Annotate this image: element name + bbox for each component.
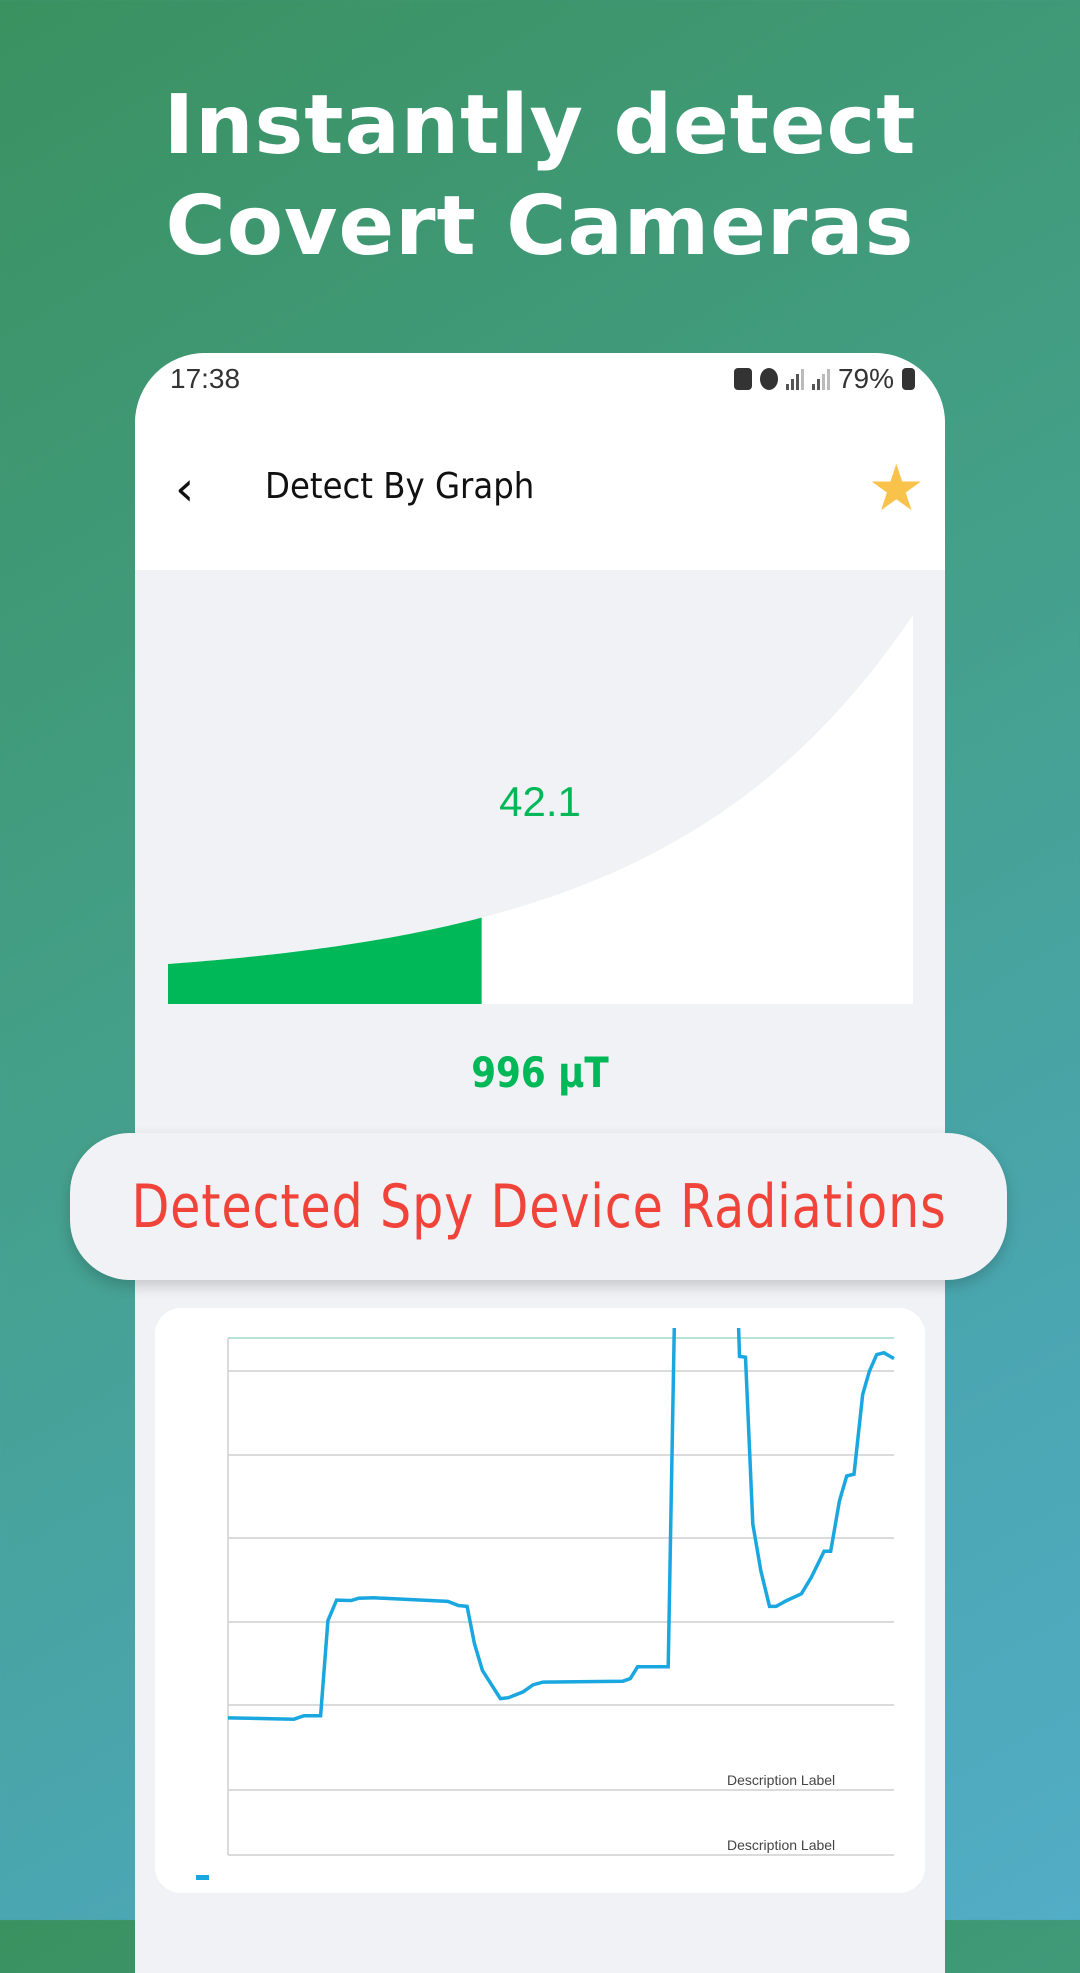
promo-headline-line2: Covert Cameras [165, 179, 915, 274]
signal-icon [811, 368, 830, 390]
app-header: 17:38 79% ‹ Detect By Graph ★ [135, 353, 945, 570]
line-chart: Description Label Description Label [196, 1328, 895, 1880]
status-icons: 79% [733, 363, 915, 395]
battery-icon [902, 368, 915, 390]
gauge [168, 615, 913, 1004]
page-title: Detect By Graph [265, 466, 535, 507]
banner-text: Detected Spy Device Radiations [130, 1171, 947, 1242]
description-label-secondary: Description Label [727, 1837, 835, 1853]
gauge-track [168, 615, 913, 1004]
signal-icon [785, 368, 804, 390]
gauge-value: 42.1 [499, 778, 581, 825]
series-line-secondary [228, 1358, 894, 1784]
magnetic-reading: 996 µT [471, 1048, 609, 1097]
chart-card: Description Label Description Label [155, 1308, 925, 1893]
star-icon: ★ [867, 452, 925, 524]
legend-swatch [196, 1875, 209, 1880]
promo-headline-line1: Instantly detect [163, 78, 917, 173]
description-label: Description Label [727, 1772, 835, 1788]
series-line [228, 1328, 895, 1721]
detection-banner: Detected Spy Device Radiations [70, 1133, 1007, 1280]
back-button[interactable]: ‹ [175, 461, 194, 517]
chevron-left-icon: ‹ [175, 461, 195, 517]
alarm-icon [759, 368, 778, 390]
gauge-fill [168, 917, 482, 1004]
recycle-icon [733, 368, 752, 390]
favorite-button[interactable]: ★ [868, 456, 925, 520]
status-time: 17:38 [170, 363, 241, 394]
battery-percent: 79% [837, 363, 894, 394]
